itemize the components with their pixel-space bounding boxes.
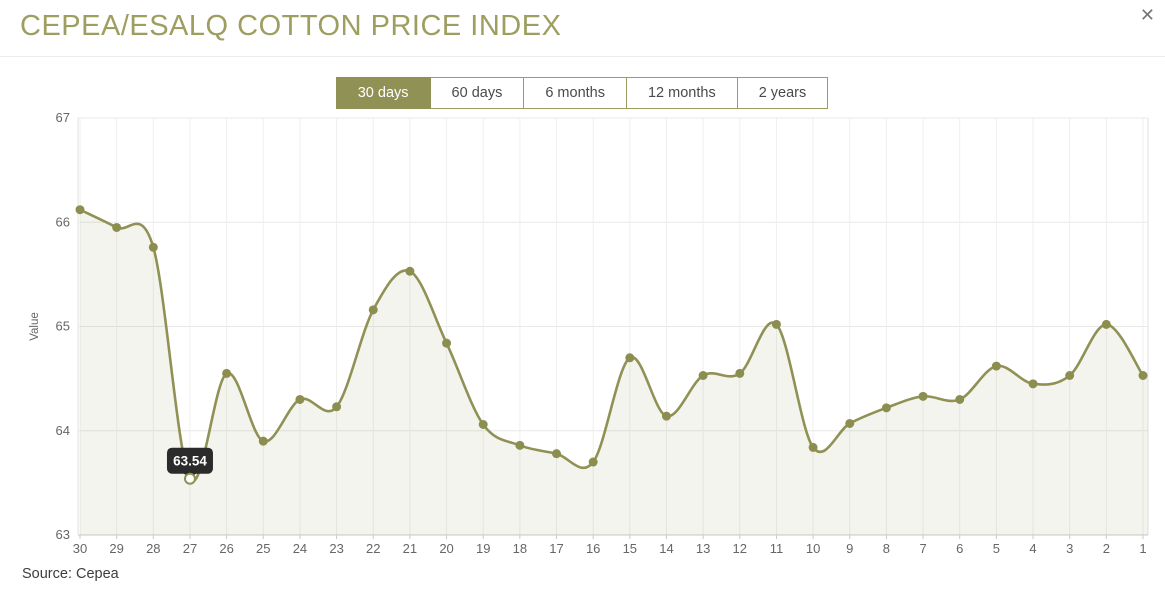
data-point[interactable] [955, 394, 965, 404]
data-point[interactable] [1138, 370, 1148, 380]
widget-header: CEPEA/ESALQ COTTON PRICE INDEX ✕ [0, 0, 1165, 57]
x-axis-tick-label: 10 [806, 541, 820, 556]
x-axis-tick-label: 6 [956, 541, 963, 556]
y-axis-title: Value [29, 312, 41, 341]
page-title: CEPEA/ESALQ COTTON PRICE INDEX [20, 10, 562, 42]
data-point[interactable] [515, 440, 525, 450]
data-point[interactable] [588, 457, 598, 467]
x-axis-tick-label: 23 [329, 541, 343, 556]
x-axis-tick-label: 17 [549, 541, 563, 556]
x-axis-tick-label: 20 [439, 541, 453, 556]
x-axis-tick-label: 5 [993, 541, 1000, 556]
data-point[interactable] [368, 305, 378, 315]
x-axis-tick-label: 29 [109, 541, 123, 556]
data-point[interactable] [1101, 319, 1111, 329]
x-axis-tick-label: 27 [183, 541, 197, 556]
tooltip [166, 447, 213, 474]
data-point[interactable] [442, 338, 452, 348]
data-point[interactable] [625, 353, 635, 363]
x-axis-tick-label: 11 [770, 541, 784, 556]
x-axis-tick-label: 8 [883, 541, 890, 556]
tab-12-months[interactable]: 12 months [625, 77, 738, 109]
tab-6-months[interactable]: 6 months [523, 77, 627, 109]
x-axis-tick-label: 22 [366, 541, 380, 556]
x-axis-tick-label: 14 [659, 541, 673, 556]
data-point[interactable] [661, 411, 671, 421]
data-point[interactable] [332, 402, 342, 412]
x-axis-tick-label: 3 [1066, 541, 1073, 556]
x-axis-tick-label: 16 [586, 541, 600, 556]
x-axis-tick-label: 30 [73, 541, 87, 556]
data-point[interactable] [991, 361, 1001, 371]
x-axis-tick-label: 1 [1139, 541, 1146, 556]
x-axis-tick-label: 4 [1029, 541, 1036, 556]
highlighted-data-point[interactable] [183, 472, 196, 485]
data-point[interactable] [222, 368, 232, 378]
series-area [80, 209, 1148, 535]
y-axis-tick-label: 64 [56, 423, 70, 438]
data-point[interactable] [1065, 370, 1075, 380]
data-point[interactable] [405, 266, 415, 276]
y-axis-tick-label: 67 [56, 110, 70, 125]
x-axis-tick-label: 7 [919, 541, 926, 556]
tab-30-days[interactable]: 30 days [335, 77, 431, 109]
data-point[interactable] [295, 394, 305, 404]
data-point[interactable] [258, 436, 268, 446]
data-point[interactable] [808, 442, 818, 452]
time-range-tabs: 30 days 60 days 6 months 12 months 2 years [0, 77, 1165, 109]
x-axis-tick-label: 28 [146, 541, 160, 556]
data-point[interactable] [845, 418, 855, 428]
y-axis-tick-label: 66 [56, 214, 70, 229]
tab-2-years[interactable]: 2 years [736, 77, 829, 109]
y-axis-tick-label: 63 [56, 527, 70, 542]
data-point[interactable] [478, 419, 488, 429]
data-point[interactable] [75, 205, 85, 215]
close-icon[interactable]: ✕ [1136, 2, 1159, 28]
x-axis-tick-label: 18 [513, 541, 527, 556]
price-index-chart: 63 64 65 66 67 30 29 28 27 26 25 24 23 22 21 20 19 18 17 16… [0, 105, 1165, 565]
x-axis-tick-label: 13 [696, 541, 710, 556]
data-point[interactable] [112, 222, 122, 232]
data-point[interactable] [552, 449, 562, 459]
x-axis-tick-label: 9 [846, 541, 853, 556]
x-axis-tick-label: 12 [733, 541, 747, 556]
data-point[interactable] [1028, 379, 1038, 389]
x-axis-tick-label: 24 [293, 541, 307, 556]
x-axis-tick-label: 21 [403, 541, 417, 556]
data-point[interactable] [918, 391, 928, 401]
source-note: Source: Cepea [22, 566, 119, 582]
data-point[interactable] [881, 403, 891, 413]
x-axis-tick-label: 19 [476, 541, 490, 556]
data-point[interactable] [735, 368, 745, 378]
data-point[interactable] [148, 242, 158, 252]
data-point[interactable] [771, 319, 781, 329]
data-point[interactable] [698, 370, 708, 380]
y-axis-tick-label: 65 [56, 319, 70, 334]
x-axis-tick-label: 2 [1103, 541, 1110, 556]
x-axis-tick-label: 15 [623, 541, 637, 556]
tooltip-value: 63.54 [173, 454, 207, 469]
x-axis-tick-label: 25 [256, 541, 270, 556]
x-axis-tick-label: 26 [219, 541, 233, 556]
